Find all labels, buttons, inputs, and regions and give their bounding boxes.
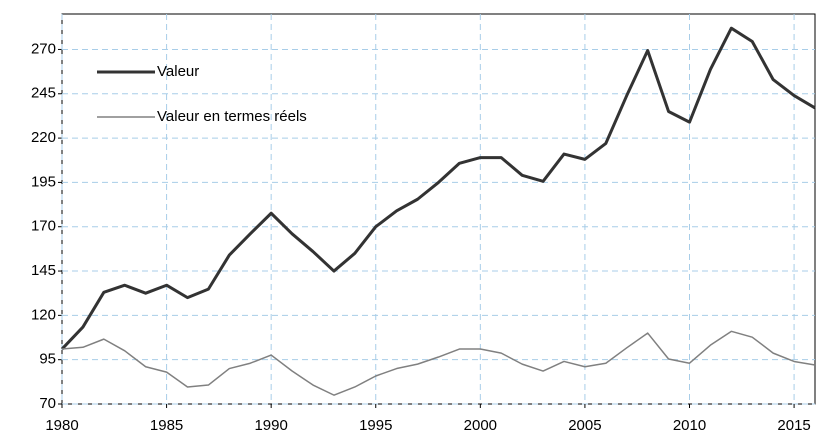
series-line	[61, 330, 816, 396]
y-tick-label: 220	[31, 129, 56, 146]
y-tick-label: 70	[39, 395, 56, 412]
y-tick-label: 145	[31, 262, 56, 279]
y-tick-label: 195	[31, 173, 56, 190]
y-tick-label: 170	[31, 218, 56, 235]
y-tick-label: 120	[31, 306, 56, 323]
x-tick-label: 2010	[673, 417, 706, 434]
x-tick-label: 1980	[45, 417, 78, 434]
legend-label: Valeur	[157, 63, 199, 80]
x-tick-label: 2000	[464, 417, 497, 434]
y-tick-label: 245	[31, 85, 56, 102]
y-tick-label: 95	[39, 351, 56, 368]
y-tick-label: 270	[31, 40, 56, 57]
x-tick-label: 1985	[150, 417, 183, 434]
legend-label: Valeur en termes réels	[157, 108, 307, 125]
x-tick-label: 1990	[254, 417, 287, 434]
x-tick-label: 1995	[359, 417, 392, 434]
x-tick-label: 2005	[568, 417, 601, 434]
series-line	[60, 26, 816, 351]
x-tick-label: 2015	[777, 417, 810, 434]
